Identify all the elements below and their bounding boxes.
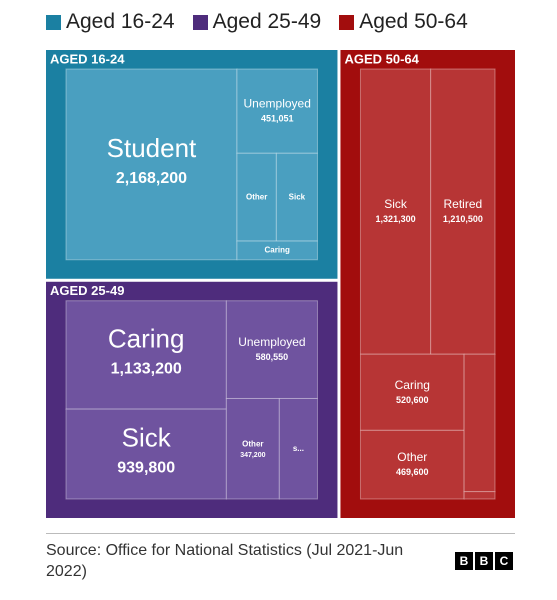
cell-label: Sick xyxy=(122,423,172,453)
logo-letter: B xyxy=(455,552,473,570)
cell-label: Student xyxy=(107,133,197,163)
cell xyxy=(275,152,318,242)
legend-label: Aged 50-64 xyxy=(359,10,468,33)
cell xyxy=(225,397,280,500)
cell xyxy=(359,353,465,431)
legend-item: Aged 25-49 xyxy=(192,10,322,34)
legend: Aged 16-24 Aged 25-49 Aged 50-64 xyxy=(46,10,468,34)
cell xyxy=(463,353,496,493)
cell-value: 580,550 xyxy=(256,352,289,362)
cell-label: Caring xyxy=(395,378,430,392)
cell-label: Unemployed xyxy=(244,97,311,111)
cell-label: s... xyxy=(293,444,304,453)
cell-value: 451,051 xyxy=(261,114,294,124)
cell xyxy=(430,68,496,355)
logo-letter: C xyxy=(495,552,513,570)
cell xyxy=(359,68,432,355)
group-label: AGED 16-24 xyxy=(50,51,125,66)
cell-label: Unemployed xyxy=(238,335,305,349)
legend-label: Aged 25-49 xyxy=(212,10,322,33)
logo-letter: B xyxy=(475,552,493,570)
legend-swatch xyxy=(339,14,355,30)
cell-value: 1,133,200 xyxy=(111,361,182,378)
cell-label: Caring xyxy=(265,246,290,255)
cell-label: Sick xyxy=(384,197,408,211)
cell xyxy=(359,429,465,500)
cell xyxy=(65,68,238,261)
cell xyxy=(278,397,318,500)
cell-label: Other xyxy=(246,192,267,201)
cell-value: 2,168,200 xyxy=(116,170,187,187)
group-label: AGED 25-49 xyxy=(50,283,124,298)
cell-label: Retired xyxy=(443,197,482,211)
cell-value: 520,600 xyxy=(396,395,429,405)
cell xyxy=(463,491,496,500)
legend-item: Aged 16-24 xyxy=(46,10,175,34)
cell xyxy=(65,408,227,500)
cell-value: 1,210,500 xyxy=(443,214,483,224)
source: Source: Office for National Statistics (… xyxy=(46,542,404,580)
treemap: AGED 16-24 Student 2,168,200 Unemployed 451,… xyxy=(46,50,515,518)
group-label: AGED 50-64 xyxy=(344,51,419,66)
cell xyxy=(236,240,318,261)
cell xyxy=(65,300,227,410)
cell xyxy=(236,68,318,154)
cell-value: 347,200 xyxy=(240,452,265,459)
legend-item: Aged 50-64 xyxy=(339,10,468,34)
cell-label: Sick xyxy=(289,192,306,201)
cell-value: 469,600 xyxy=(396,467,429,477)
cell-value: 939,800 xyxy=(117,460,175,477)
legend-swatch xyxy=(46,14,61,30)
legend-swatch xyxy=(192,14,208,30)
cell-label: Caring xyxy=(108,324,185,354)
cell-label: Other xyxy=(397,450,427,464)
divider xyxy=(46,533,515,534)
legend-label: Aged 16-24 xyxy=(66,10,175,33)
cell-value: 1,321,300 xyxy=(376,214,416,224)
cell-label: Other xyxy=(242,439,263,448)
cell xyxy=(225,300,318,399)
